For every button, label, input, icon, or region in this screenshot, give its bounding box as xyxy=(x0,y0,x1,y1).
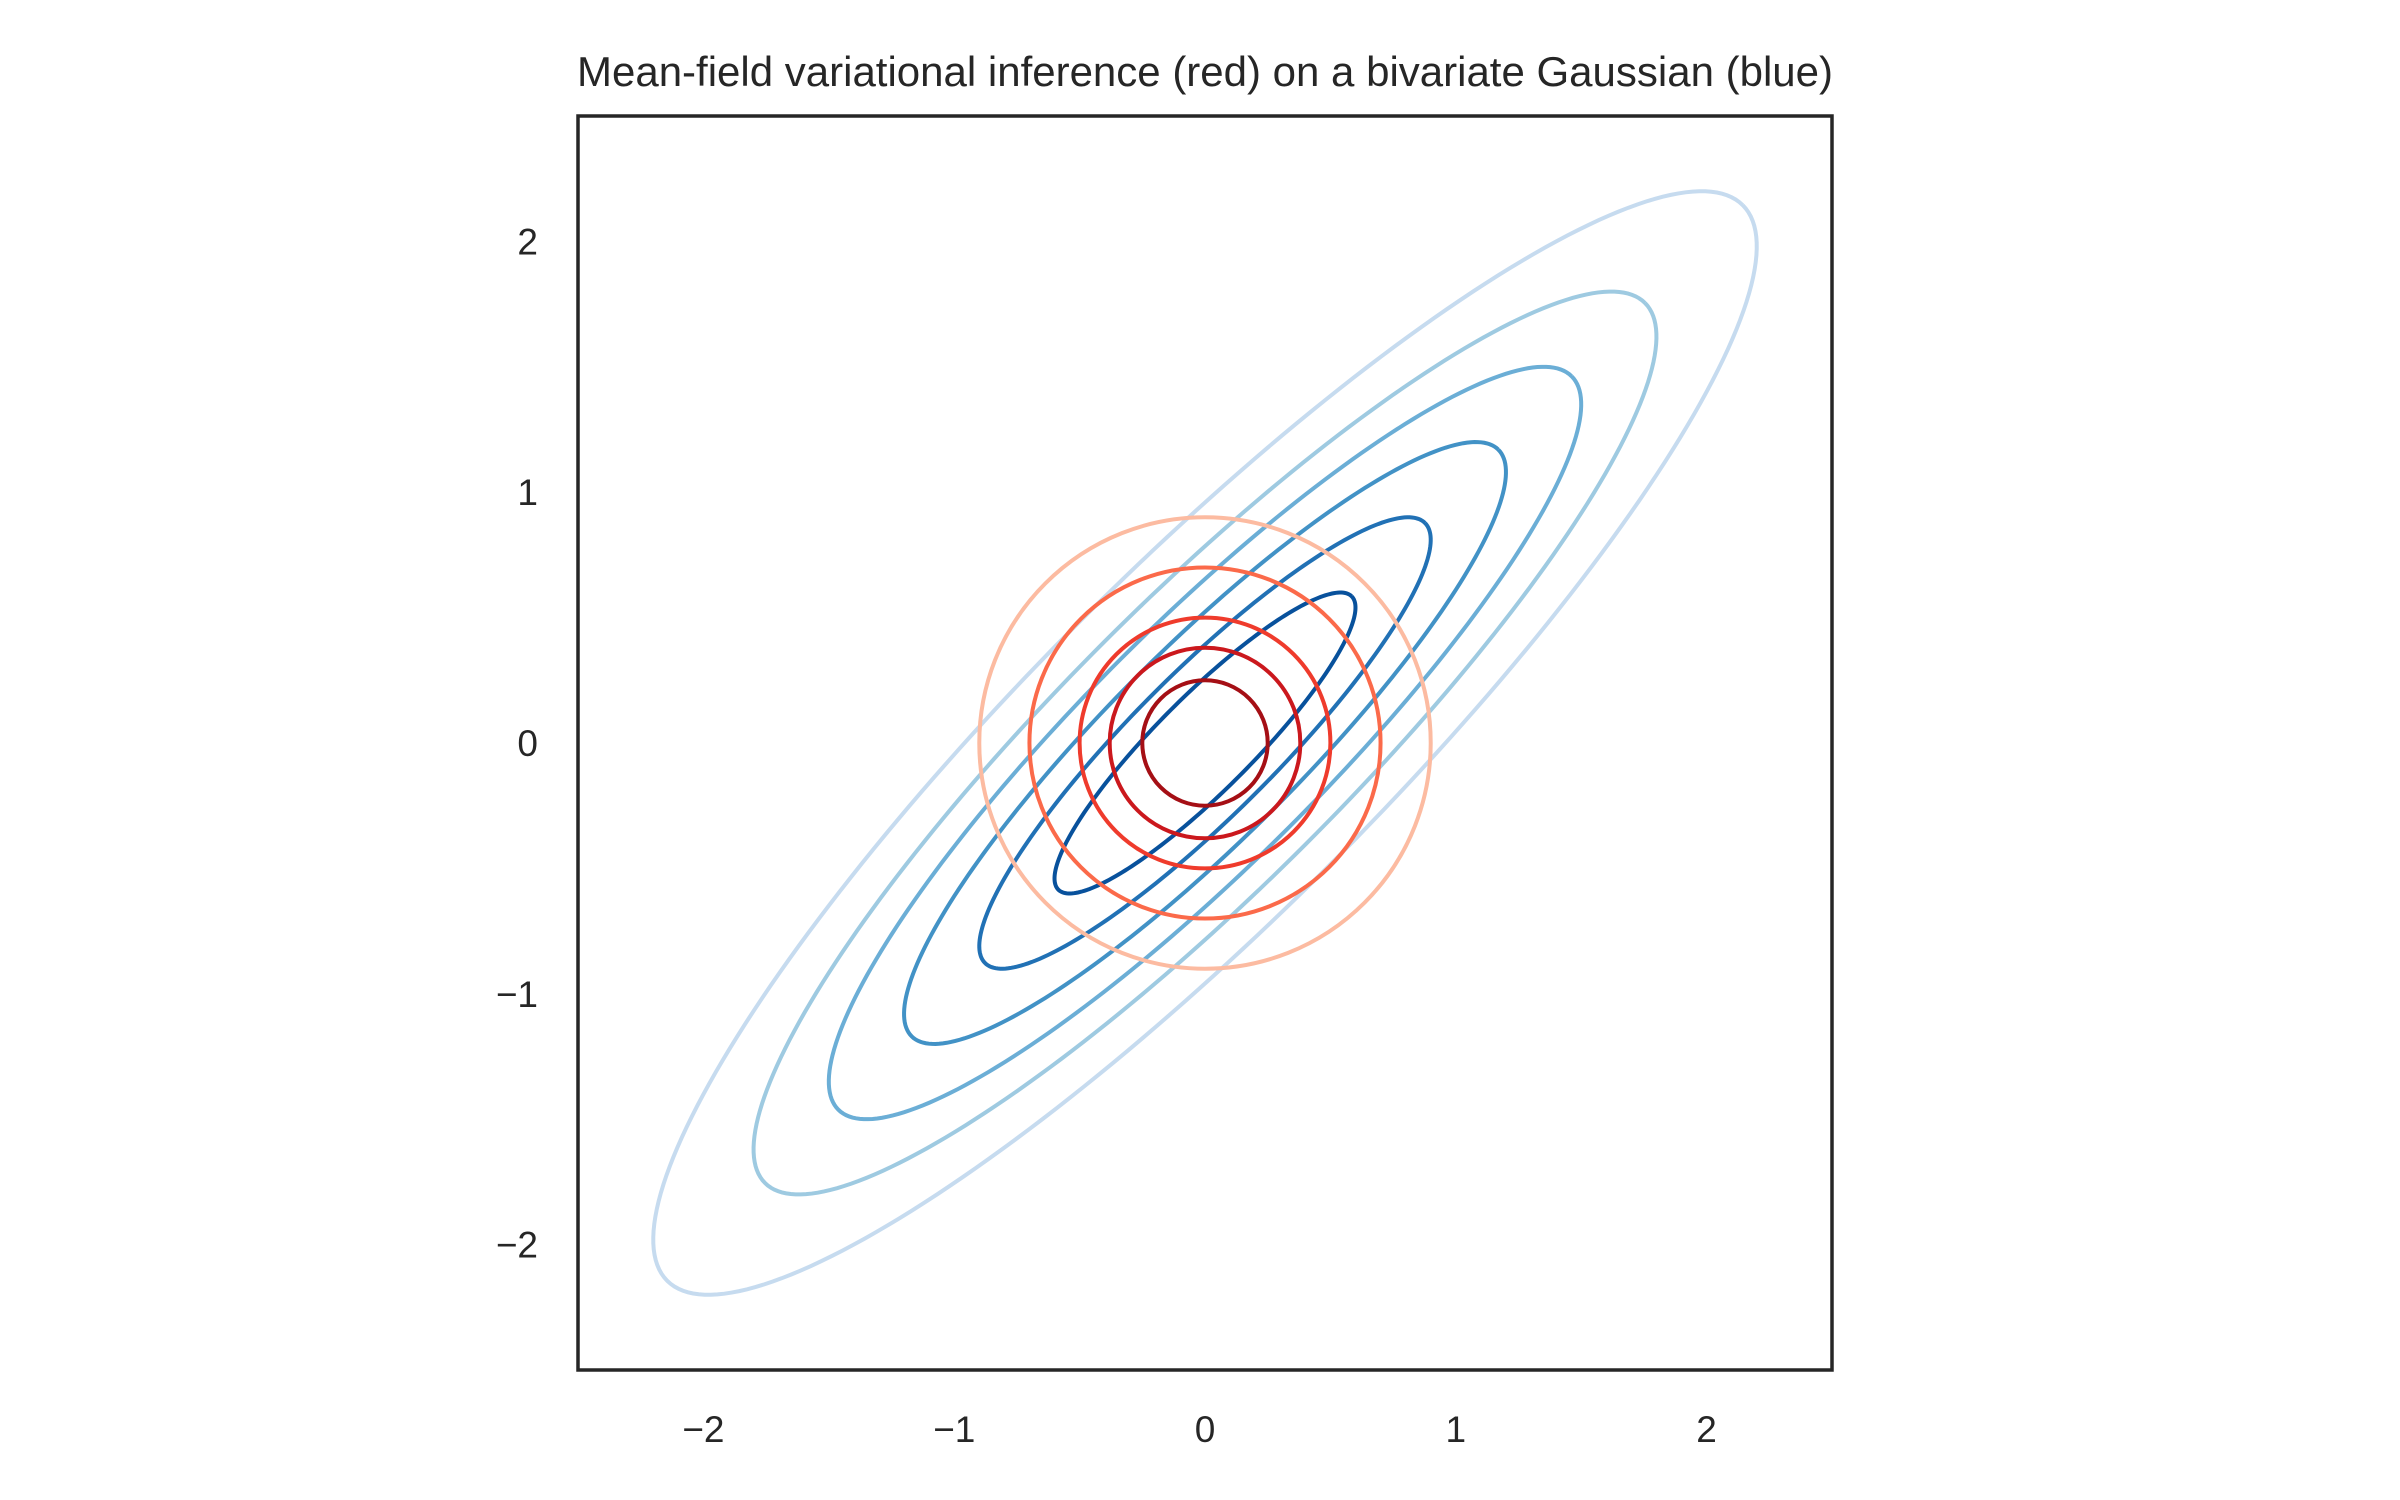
y-tick-label: 2 xyxy=(517,221,538,262)
x-tick-label: 0 xyxy=(1195,1409,1216,1450)
y-tick-label: 1 xyxy=(517,472,538,513)
x-tick-label: 1 xyxy=(1446,1409,1467,1450)
y-tick-label: −1 xyxy=(496,974,538,1015)
y-tick-label: 0 xyxy=(517,723,538,764)
x-tick-label: 2 xyxy=(1696,1409,1717,1450)
blue-contour-1 xyxy=(1052,590,1358,896)
red-contour-3 xyxy=(1077,615,1333,871)
blue-contour-2 xyxy=(977,515,1433,971)
red-contour-2 xyxy=(1107,645,1303,841)
red-contour-5 xyxy=(977,515,1433,971)
blue-contour-5 xyxy=(751,289,1659,1197)
contour-lines xyxy=(651,189,1759,1297)
blue-contour-3 xyxy=(902,440,1508,1046)
blue-contour-4 xyxy=(826,364,1584,1122)
y-tick-label: −2 xyxy=(496,1225,538,1266)
x-tick-label: −2 xyxy=(682,1409,724,1450)
red-contour-1 xyxy=(1140,678,1270,808)
x-tick-label: −1 xyxy=(933,1409,975,1450)
chart-title: Mean-field variational inference (red) o… xyxy=(577,48,1833,95)
plot-frame xyxy=(576,114,1834,1372)
blue-contour-6 xyxy=(651,189,1759,1297)
red-contour-4 xyxy=(1027,565,1383,921)
axis-ticks: −2 −1 0 1 2 −2 −1 0 1 2 xyxy=(496,221,1717,1450)
